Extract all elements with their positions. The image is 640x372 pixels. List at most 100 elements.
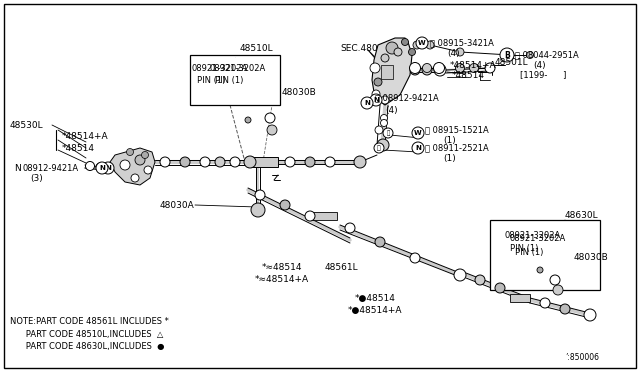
Circle shape (255, 190, 265, 200)
Text: NOTE:PART CODE 48561L INCLUDES *: NOTE:PART CODE 48561L INCLUDES * (10, 317, 169, 327)
Text: 48030B: 48030B (282, 87, 317, 96)
Circle shape (370, 94, 382, 106)
Circle shape (475, 275, 485, 285)
Circle shape (410, 65, 420, 75)
Text: PIN (1): PIN (1) (515, 247, 543, 257)
Text: (4): (4) (533, 61, 546, 70)
Circle shape (422, 64, 431, 73)
Bar (381, 65, 393, 79)
Circle shape (267, 125, 277, 135)
Circle shape (454, 269, 466, 281)
Circle shape (86, 161, 95, 170)
Circle shape (383, 128, 393, 138)
Text: PIN (1): PIN (1) (215, 76, 243, 84)
Text: *48514: *48514 (62, 144, 95, 153)
Text: N: N (105, 165, 111, 171)
Text: 48630L: 48630L (565, 211, 598, 219)
Circle shape (131, 174, 139, 182)
Text: N: N (415, 145, 421, 151)
Circle shape (500, 48, 514, 62)
Text: 48030A: 48030A (160, 201, 195, 209)
Circle shape (265, 113, 275, 123)
Circle shape (370, 63, 380, 73)
Circle shape (381, 119, 387, 126)
Text: (4): (4) (385, 106, 397, 115)
Bar (510, 294, 530, 302)
Text: (3): (3) (30, 173, 43, 183)
Circle shape (426, 41, 434, 49)
Circle shape (305, 157, 315, 167)
Text: B: B (504, 51, 510, 60)
Circle shape (401, 38, 408, 45)
Text: [1199-      ]: [1199- ] (520, 71, 566, 80)
Circle shape (527, 51, 534, 58)
Circle shape (410, 253, 420, 263)
Circle shape (180, 157, 190, 167)
Circle shape (410, 62, 420, 74)
Circle shape (372, 90, 380, 98)
Text: N: N (373, 97, 379, 103)
Circle shape (550, 275, 560, 285)
Circle shape (230, 157, 240, 167)
Text: PIN (1): PIN (1) (510, 244, 538, 253)
Circle shape (200, 157, 210, 167)
Text: Ⓦ 08915-1521A: Ⓦ 08915-1521A (425, 125, 489, 135)
Circle shape (394, 48, 402, 56)
Text: Ⓝ: Ⓝ (377, 145, 381, 151)
Circle shape (433, 62, 445, 74)
Text: 08912-9421A: 08912-9421A (22, 164, 78, 173)
Circle shape (374, 78, 382, 86)
Bar (248, 157, 278, 167)
Text: 48501L: 48501L (495, 58, 529, 67)
Text: SEC.480: SEC.480 (340, 44, 378, 52)
Text: PART CODE 48510L,INCLUDES  △: PART CODE 48510L,INCLUDES △ (10, 330, 163, 339)
Text: Ⓑ 08044-2951A: Ⓑ 08044-2951A (515, 51, 579, 60)
Text: Ⓝ 08911-2521A: Ⓝ 08911-2521A (425, 144, 489, 153)
Bar (312, 212, 337, 220)
Text: PART CODE 48630L,INCLUDES  ●: PART CODE 48630L,INCLUDES ● (10, 341, 164, 350)
Text: N: N (364, 100, 370, 106)
Circle shape (280, 200, 290, 210)
Circle shape (456, 65, 464, 73)
Circle shape (244, 156, 256, 168)
Circle shape (470, 64, 479, 73)
Text: *●48514: *●48514 (355, 294, 396, 302)
Circle shape (375, 126, 383, 134)
Text: *●48514+A: *●48514+A (348, 305, 403, 314)
Circle shape (120, 160, 130, 170)
Text: *48514+A: *48514+A (450, 61, 497, 70)
Text: Ⓝ 08912-9421A: Ⓝ 08912-9421A (375, 93, 439, 103)
Circle shape (354, 156, 366, 168)
Circle shape (361, 97, 373, 109)
Text: Ⓦ 08915-3421A: Ⓦ 08915-3421A (430, 38, 494, 48)
Circle shape (160, 157, 170, 167)
Text: *≈48514+A: *≈48514+A (255, 276, 309, 285)
Circle shape (377, 139, 389, 151)
Text: *48514: *48514 (452, 71, 485, 80)
Text: 48510L: 48510L (240, 44, 274, 52)
Circle shape (412, 127, 424, 139)
Circle shape (412, 142, 424, 154)
Circle shape (102, 162, 114, 174)
Circle shape (386, 42, 398, 54)
Circle shape (584, 309, 596, 321)
Polygon shape (110, 148, 155, 185)
Circle shape (127, 148, 134, 155)
Circle shape (416, 37, 428, 49)
Circle shape (413, 41, 421, 49)
Text: ’:850006: ’:850006 (565, 353, 599, 362)
Circle shape (506, 51, 514, 59)
Circle shape (434, 64, 446, 76)
Text: PIN (1): PIN (1) (197, 76, 225, 84)
Text: 08921-3202A: 08921-3202A (210, 64, 266, 73)
Circle shape (495, 283, 505, 293)
Circle shape (381, 54, 389, 62)
Text: W: W (414, 130, 422, 136)
Text: N: N (14, 164, 20, 173)
Text: (1): (1) (443, 135, 456, 144)
Circle shape (215, 157, 225, 167)
Circle shape (305, 211, 315, 221)
Bar (490, 220, 600, 290)
Text: 08921-3202A: 08921-3202A (192, 64, 248, 73)
Circle shape (537, 267, 543, 273)
